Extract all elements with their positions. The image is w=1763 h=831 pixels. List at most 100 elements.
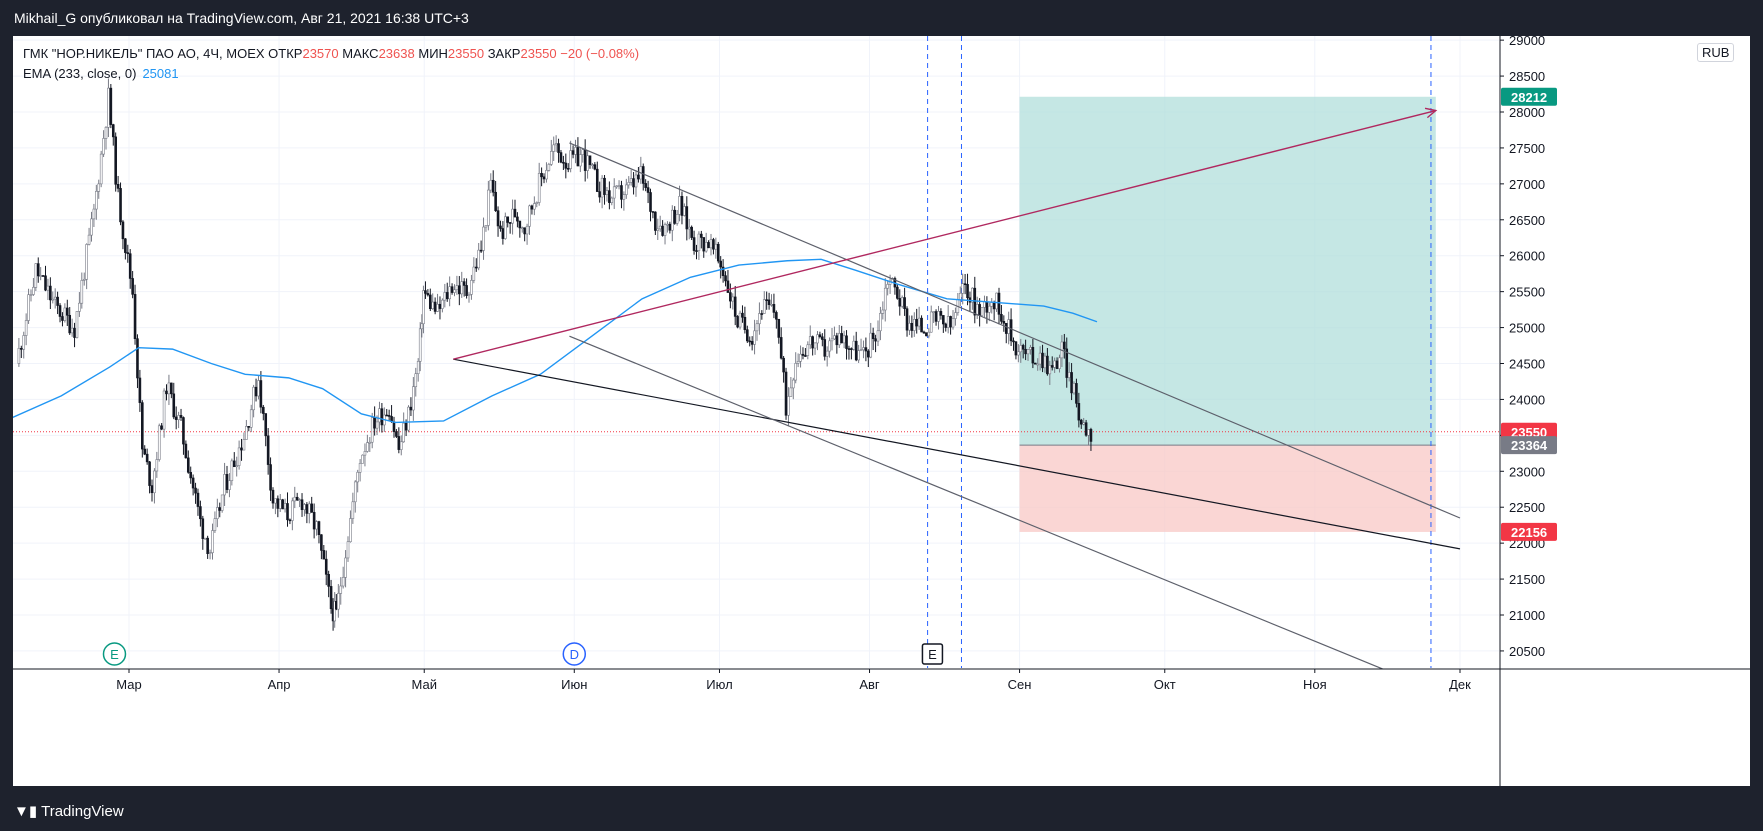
price-candle [988, 302, 991, 322]
price-axis-label: 26500 [1509, 213, 1545, 228]
candle-body [484, 225, 488, 228]
price-candle [276, 495, 280, 518]
price-candle [939, 308, 943, 320]
tradingview-logo-text: TradingView [41, 803, 124, 820]
price-candle [900, 295, 904, 309]
candle-body [424, 290, 427, 294]
price-candle [160, 423, 163, 431]
price-candle [692, 230, 696, 255]
price-candle [407, 405, 410, 433]
candle-body [620, 185, 623, 200]
price-candle [278, 493, 282, 512]
candle-body [608, 190, 611, 203]
candle-body [119, 188, 122, 223]
price-candle [898, 289, 902, 316]
currency-badge[interactable]: RUB [1697, 43, 1735, 62]
price-candle [673, 206, 677, 225]
price-candle [465, 278, 468, 299]
candle-body [1038, 352, 1042, 365]
price-axis-label: 21500 [1509, 572, 1545, 587]
candle-body [559, 152, 563, 163]
price-candle [358, 459, 362, 482]
price-candle [871, 327, 875, 351]
candle-body [942, 315, 945, 325]
price-candle [136, 334, 139, 389]
candle-body [491, 179, 495, 193]
legend-close-label: ЗАКР [487, 46, 521, 61]
price-candle [462, 278, 466, 297]
price-candle [499, 220, 502, 232]
chart-frame[interactable]: EDE2050021000215002200022500230002350024… [13, 36, 1750, 786]
candle-body [104, 127, 108, 139]
candle-body [571, 150, 575, 155]
candle-body [295, 496, 299, 501]
candle-body [530, 205, 534, 210]
price-candle [1036, 358, 1040, 371]
candle-body [610, 197, 614, 203]
price-candle [143, 445, 147, 456]
candle-body [912, 319, 916, 331]
price-candle [186, 450, 190, 474]
price-candle [1053, 357, 1056, 373]
candle-body [767, 299, 771, 305]
price-candle [450, 283, 454, 295]
price-candle [741, 305, 744, 323]
price-candle [245, 419, 248, 440]
price-candle [518, 220, 522, 238]
price-candle [1063, 333, 1066, 359]
candle-body [333, 600, 337, 622]
legend-change-value: −20 (−0.08%) [560, 46, 640, 61]
price-candle [111, 123, 115, 146]
candle-body [988, 305, 991, 313]
candle-body [90, 218, 93, 236]
candle-body [896, 286, 899, 299]
candle-body [586, 155, 589, 171]
price-candle [796, 353, 800, 368]
time-axis-label: Ноя [1303, 677, 1327, 692]
candle-body [276, 498, 280, 509]
candle-body [300, 499, 304, 510]
candle-body [194, 487, 197, 494]
candle-body [335, 600, 338, 610]
price-candle [823, 329, 827, 361]
price-badge-28212: 28212 [1501, 87, 1557, 106]
price-candle [353, 480, 357, 513]
price-candle [153, 468, 156, 504]
candle-body [320, 534, 323, 551]
price-candle [1014, 341, 1018, 360]
tradingview-logo[interactable]: ▼▮ TradingView [14, 802, 124, 820]
price-candle [199, 500, 202, 527]
candle-body [92, 208, 96, 220]
price-candle [281, 498, 284, 510]
price-candle [380, 403, 384, 433]
price-candle [428, 288, 432, 312]
candle-body [908, 322, 911, 331]
candle-body [39, 275, 42, 277]
candle-body [1070, 372, 1073, 394]
candle-body [426, 293, 430, 296]
price-candle [549, 139, 553, 166]
candle-body [281, 499, 284, 510]
price-candle [753, 319, 756, 355]
price-candle [322, 544, 326, 560]
price-candle [733, 285, 737, 326]
candle-body [779, 337, 783, 359]
candle-body [167, 382, 171, 395]
candle-body [549, 151, 553, 165]
candle-body [709, 239, 713, 249]
price-candle [109, 84, 113, 129]
price-candle [779, 327, 783, 360]
candle-body [27, 294, 30, 321]
candle-body [124, 238, 127, 253]
candle-body [656, 228, 660, 231]
price-chart[interactable]: EDE2050021000215002200022500230002350024… [13, 36, 1750, 786]
candle-body [508, 222, 512, 224]
price-candle [675, 209, 679, 226]
price-candle [833, 326, 836, 340]
candle-body [1079, 419, 1083, 425]
price-candle [95, 184, 98, 220]
price-candle [32, 278, 35, 296]
price-candle [291, 497, 294, 531]
price-candle [264, 413, 268, 447]
candle-body [867, 350, 870, 358]
